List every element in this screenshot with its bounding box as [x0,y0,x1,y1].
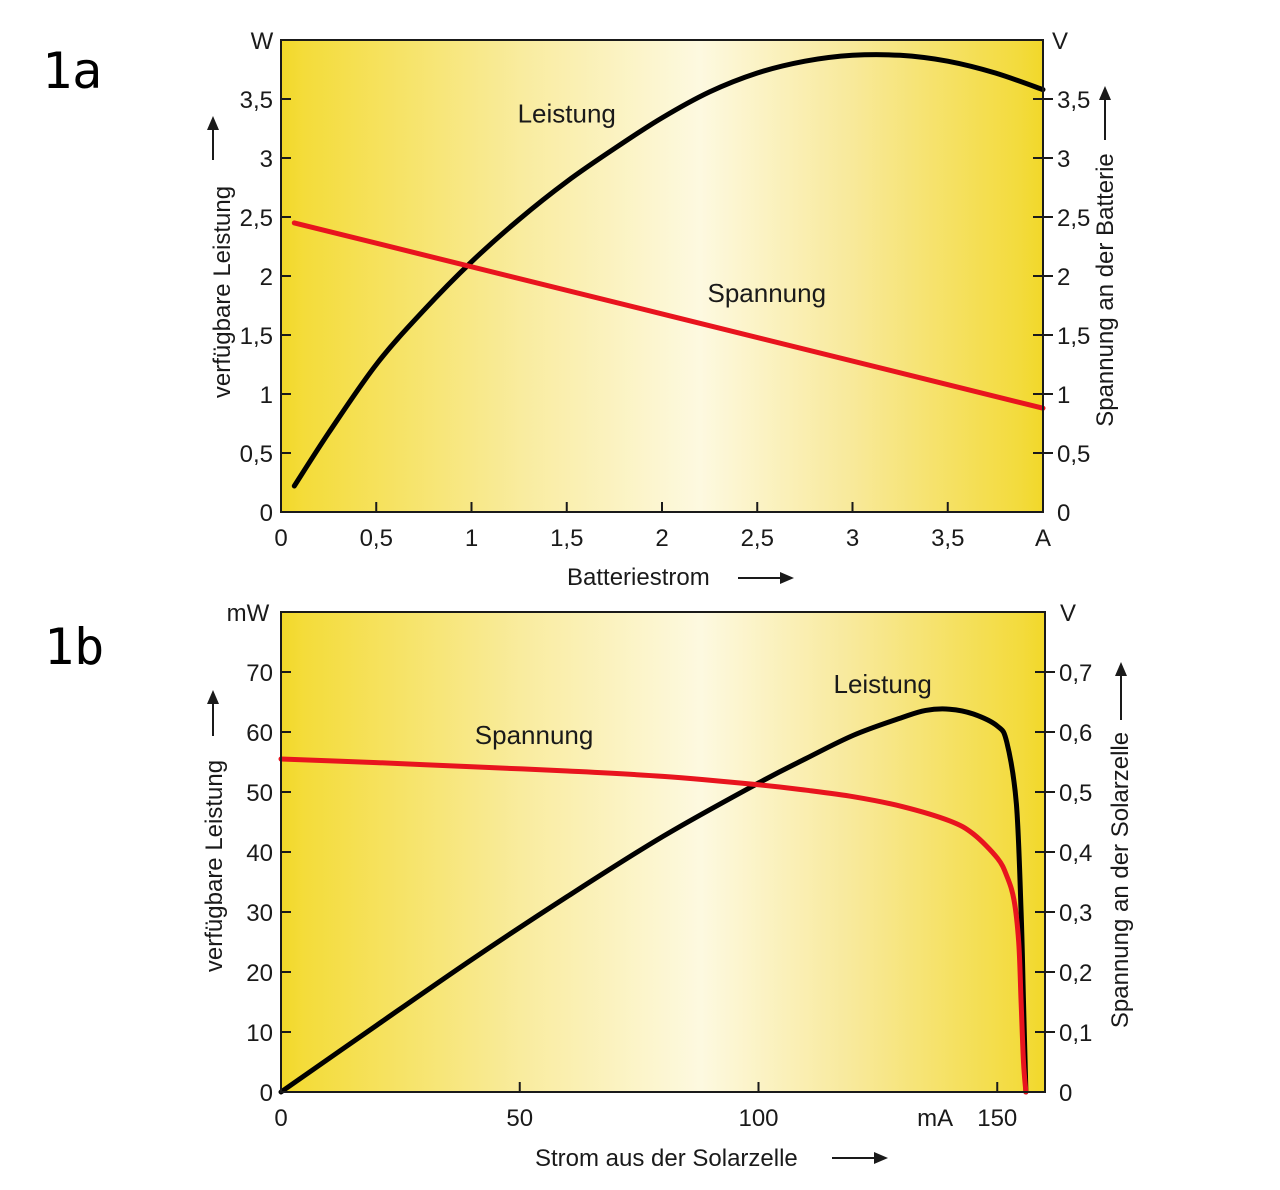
x-arrow-1b [832,1152,888,1164]
y-right-unit-1a: V [1052,28,1068,55]
x-unit-label: mA [917,1105,953,1132]
y-right-tick-label: 0,5 [1059,780,1092,807]
x-tick-label: 100 [738,1105,778,1132]
y-left-title-1a: verfügbare Leistung [209,186,236,398]
y-left-tick-label: 2 [260,264,273,291]
y-right-arrow-1b [1115,662,1127,720]
y-right-tick-label: 0,6 [1059,720,1092,747]
x-title-1b: Strom aus der Solarzelle [535,1145,798,1172]
ticks-1a: 0 0,5 1 1,5 2 2,5 3 3,5 A00,511,522,533,500,511,… [240,87,1091,552]
y-right-title-1b: Spannung an der Solarzelle [1107,732,1134,1028]
y-right-arrow-1a [1099,86,1111,140]
x-tick-label: 0 [274,1105,287,1132]
series-label-leistung: Leistung [518,99,616,129]
y-left-tick-label: 2,5 [240,205,273,232]
y-left-tick-label: 3 [260,146,273,173]
y-left-tick-label: 70 [246,660,273,687]
y-right-tick-label: 3 [1057,146,1070,173]
y-left-tick-label: 10 [246,1020,273,1047]
plot-frame-1b [280,611,1046,1093]
series-line-leistung [278,706,1029,1095]
y-right-title-text-1a: Spannung an der Batterie [1092,153,1119,427]
x-tick-label: 150 [977,1105,1017,1132]
plot-background-1b [281,612,1045,1092]
series-label-leistung: Leistung [833,669,931,699]
x-tick-label: 0 [274,525,287,552]
y-left-title-text-1a: verfügbare Leistung [209,186,236,398]
y-left-tick-label: 40 [246,840,273,867]
y-left-unit-1a: W [251,28,274,55]
y-right-tick-label: 1,5 [1057,323,1090,350]
y-right-tick-label: 0,2 [1059,960,1092,987]
y-left-arrow-1b [207,690,219,736]
y-right-title-text-1b: Spannung an der Solarzelle [1107,732,1134,1028]
y-left-title-1b: verfügbare Leistung [201,760,228,972]
plot-background-1a [281,40,1043,512]
x-tick-label: 3,5 [931,525,964,552]
y-left-unit-1b: mW [227,600,270,627]
y-right-tick-label: 3,5 [1057,87,1090,114]
y-right-tick-label: 0 [1059,1080,1072,1107]
y-left-tick-label: 3,5 [240,87,273,114]
y-right-tick-label: 2,5 [1057,205,1090,232]
y-left-tick-label: 0,5 [240,441,273,468]
panel-label-1a: 1a [42,42,102,100]
y-left-tick-label: 0 [260,1080,273,1107]
y-right-unit-1b: V [1060,600,1076,627]
y-right-tick-label: 0 [1057,500,1070,527]
series-1a: Leistung Spannung [291,52,1046,489]
series-label-spannung: Spannung [707,278,826,308]
x-tick-label: 2 [655,525,668,552]
x-tick-label: 2,5 [741,525,774,552]
y-left-tick-label: 30 [246,900,273,927]
y-left-tick-label: 50 [246,780,273,807]
x-tick-label: 50 [506,1105,533,1132]
y-right-tick-label: 0,3 [1059,900,1092,927]
y-left-tick-label: 1 [260,382,273,409]
x-tick-label: 1,5 [550,525,583,552]
y-right-tick-label: 2 [1057,264,1070,291]
y-left-tick-label: 60 [246,720,273,747]
chart-1b: 1b 0 50 100 150mA01020304050607000,10,20,30… [44,600,1134,1172]
x-title-1a: Batteriestrom [567,564,710,591]
series-line-spannung [291,220,1046,411]
panel-label-1b: 1b [44,618,104,676]
series-line-spannung [278,756,1029,1095]
x-arrow-1a [738,572,794,584]
y-right-tick-label: 0,7 [1059,660,1092,687]
y-left-arrow-1a [207,116,219,160]
plot-frame-1a [280,39,1044,513]
series-1b: Leistung Spannung [278,669,1029,1095]
chart-1a: 1a 0 0,5 1 1,5 2 2,5 3 3,5 A00,511,522,533,500,5… [42,28,1119,591]
y-left-tick-label: 1,5 [240,323,273,350]
series-line-leistung [291,52,1046,489]
y-left-tick-label: 0 [260,500,273,527]
x-tick-label: 0,5 [360,525,393,552]
x-tick-label: 3 [846,525,859,552]
x-tick-label: 1 [465,525,478,552]
y-right-tick-label: 0,4 [1059,840,1092,867]
ticks-1b: 0 50 100 150 mA 0 10 20 30 40 50 60 70 0 0,1 0,2 0,3 0,4 0… [246,660,1092,1132]
series-label-spannung: Spannung [475,720,594,750]
y-right-tick-label: 0,5 [1057,441,1090,468]
y-right-tick-label: 0,1 [1059,1020,1092,1047]
y-right-title-1a: Spannung an der Batterie [1092,153,1119,427]
x-tick-label: A [1035,525,1051,552]
y-left-tick-label: 20 [246,960,273,987]
y-right-tick-label: 1 [1057,382,1070,409]
y-left-title-text-1b: verfügbare Leistung [201,760,228,972]
